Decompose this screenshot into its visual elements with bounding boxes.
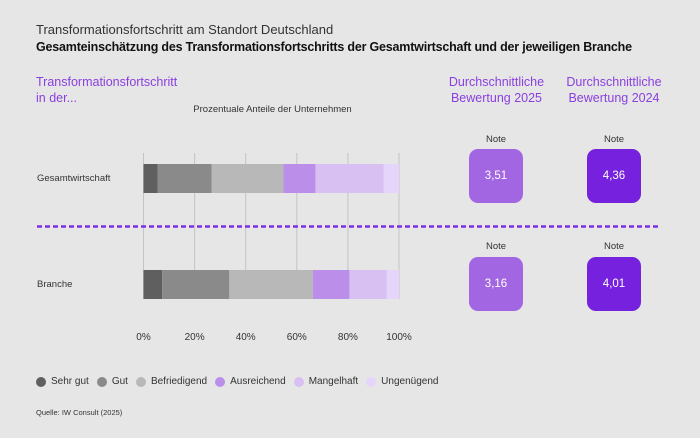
legend-item: Gut — [96, 376, 128, 387]
x-tick-label: 100% — [386, 332, 412, 343]
source-note: Quelle: IW Consult (2025) — [36, 408, 123, 417]
note-label: Note — [485, 241, 507, 252]
legend-label: Ausreichend — [230, 376, 286, 387]
legend-item: Mangelhaft — [293, 376, 359, 387]
rating-box-2024-branche: 4,01 — [587, 257, 641, 311]
x-tick-label: 40% — [236, 332, 256, 343]
bar-segment-gut — [157, 164, 212, 193]
x-tick-labels: 0% 20% 40% 60% 80% 100% — [136, 332, 412, 343]
bar-segment-ausreichend — [283, 164, 316, 193]
chart-subtitle: Gesamteinschätzung des Transformationsfo… — [36, 40, 632, 54]
rating-box-2024-gesamtwirtschaft: 4,36 — [587, 149, 641, 203]
rating-2024-heading-line2: Bewertung 2024 — [568, 91, 660, 105]
legend-item: Ungenügend — [366, 376, 438, 387]
legend-label: Sehr gut — [51, 376, 89, 387]
legend: Sehr gut Gut Befriedigend Ausreichend Mangel… — [36, 376, 446, 387]
chart-title: Transformationsfortschritt am Standort D… — [36, 22, 334, 37]
rating-2025-heading-line1: Durchschnittliche — [448, 75, 545, 89]
legend-swatch — [293, 376, 304, 387]
rating-box-2025-branche: 3,16 — [469, 257, 523, 311]
rating-2024-heading: Durchschnittliche Bewertung 2024 — [555, 74, 673, 106]
note-label: Note — [603, 241, 625, 252]
legend-swatch — [96, 376, 107, 387]
bar-segment-sehr-gut — [143, 164, 158, 193]
left-heading-line1: Transformationsfortschritt — [36, 75, 178, 89]
bar-segment-gut — [162, 270, 230, 299]
note-label: Note — [603, 134, 625, 145]
x-tick-label: 60% — [287, 332, 307, 343]
legend-swatch — [36, 376, 46, 387]
rating-value: 4,01 — [602, 278, 626, 290]
left-column-heading: Transformationsfortschritt in der... — [36, 74, 177, 106]
rating-2025-heading: Durchschnittliche Bewertung 2025 — [440, 74, 553, 106]
rating-2024-heading-line1: Durchschnittliche — [566, 75, 662, 89]
legend-item: Befriedigend — [135, 376, 208, 387]
row-label-gesamtwirtschaft: Gesamtwirtschaft — [37, 173, 111, 184]
rating-value: 4,36 — [602, 170, 626, 182]
bars — [143, 164, 399, 299]
legend-label: Ungenügend — [381, 376, 439, 387]
note-label: Note — [485, 134, 507, 145]
legend-item: Ausreichend — [215, 376, 286, 387]
legend-swatch — [366, 376, 377, 387]
legend-label: Befriedigend — [150, 376, 208, 387]
bar-segment-ungenügend — [386, 270, 399, 299]
x-tick-label: 20% — [185, 332, 205, 343]
bar-segment-befriedigend — [229, 270, 313, 299]
bar-segment-ungenügend — [383, 164, 399, 193]
x-tick-label: 0% — [136, 332, 151, 343]
bar-segment-ausreichend — [312, 270, 350, 299]
rating-value: 3,51 — [484, 170, 508, 182]
legend-label: Mangelhaft — [308, 376, 359, 387]
left-heading-line2: in der... — [36, 91, 77, 105]
legend-swatch — [215, 376, 226, 387]
rating-box-2025-gesamtwirtschaft: 3,51 — [469, 149, 523, 203]
rating-value: 3,16 — [484, 278, 508, 290]
rating-2025-heading-line2: Bewertung 2025 — [450, 91, 543, 105]
axis-caption: Prozentuale Anteile der Unternehmen — [193, 104, 352, 115]
legend-item: Sehr gut — [36, 376, 89, 387]
x-tick-label: 80% — [338, 332, 358, 343]
bar-segment-befriedigend — [211, 164, 284, 193]
legend-label: Gut — [111, 376, 128, 387]
legend-swatch — [135, 376, 146, 387]
bar-segment-mangelhaft — [349, 270, 387, 299]
bar-segment-sehr-gut — [143, 270, 163, 299]
bar-segment-mangelhaft — [315, 164, 384, 193]
row-label-branche: Branche — [37, 279, 73, 290]
